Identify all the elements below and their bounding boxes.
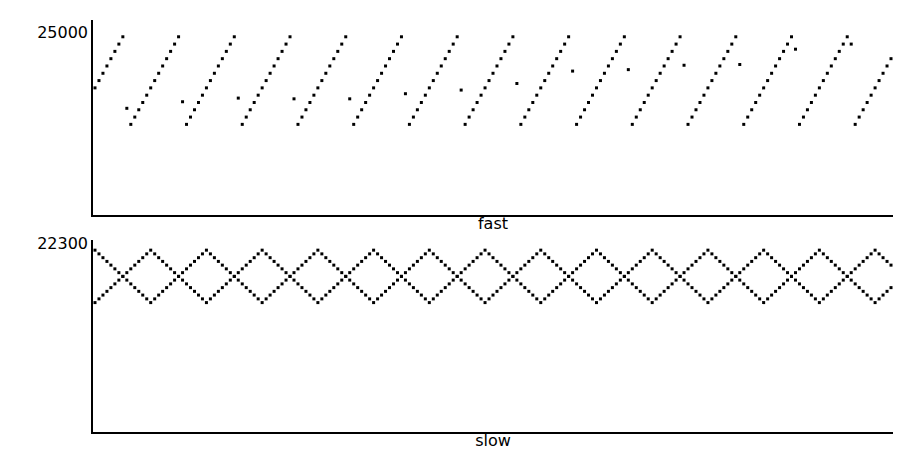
svg-text:fast: fast — [478, 214, 508, 233]
svg-text:25000: 25000 — [37, 23, 88, 42]
svg-text:slow: slow — [475, 431, 511, 450]
svg-text:22300: 22300 — [37, 234, 88, 253]
